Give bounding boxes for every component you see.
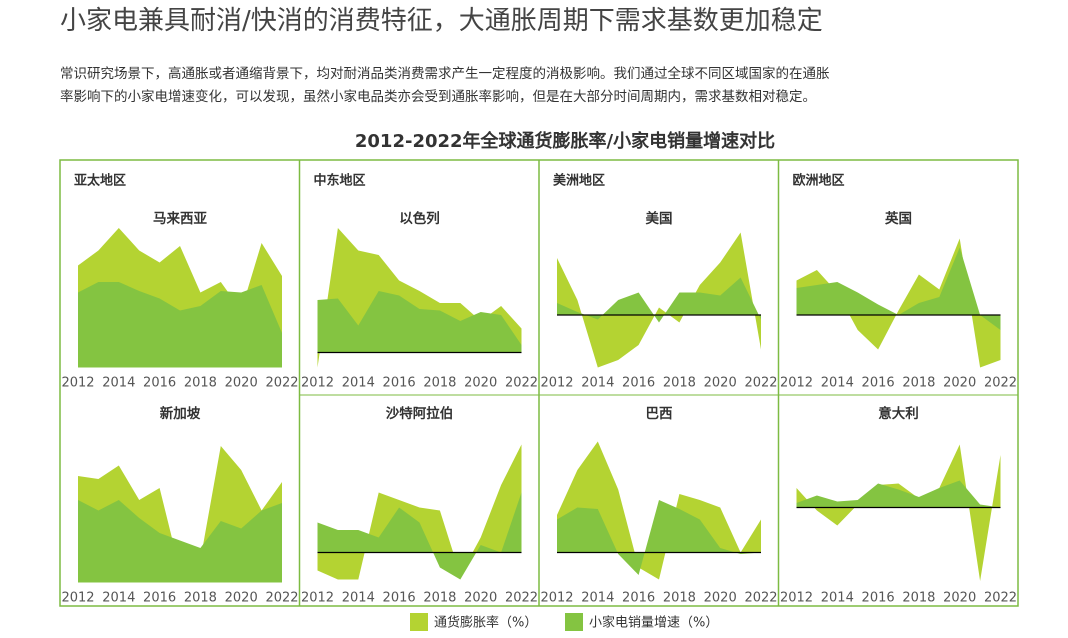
x-tick-label: 2016 bbox=[862, 591, 895, 606]
x-tick-label: 2014 bbox=[102, 591, 135, 606]
legend-swatch bbox=[565, 613, 583, 631]
x-tick-label: 2012 bbox=[780, 376, 813, 391]
x-tick-label: 2012 bbox=[61, 591, 94, 606]
x-tick-label: 2014 bbox=[102, 376, 135, 391]
x-tick-label: 2022 bbox=[744, 376, 777, 391]
area bbox=[557, 500, 761, 575]
x-tick-label: 2014 bbox=[821, 591, 854, 606]
x-tick-label: 2012 bbox=[301, 376, 334, 391]
x-tick-label: 2022 bbox=[505, 591, 538, 606]
x-tick-label: 2020 bbox=[225, 376, 258, 391]
x-tick-label: 2018 bbox=[184, 376, 217, 391]
x-tick-label: 2014 bbox=[342, 376, 375, 391]
x-tick-label: 2016 bbox=[383, 376, 416, 391]
x-tick-label: 2016 bbox=[862, 376, 895, 391]
region-label: 中东地区 bbox=[314, 173, 366, 189]
chart-subtitle: 沙特阿拉伯 bbox=[386, 405, 454, 422]
x-tick-label: 2014 bbox=[342, 591, 375, 606]
x-tick-label: 2020 bbox=[943, 376, 976, 391]
area bbox=[796, 238, 1001, 368]
area bbox=[317, 291, 522, 353]
area bbox=[557, 277, 761, 323]
x-tick-label: 2022 bbox=[744, 591, 777, 606]
x-tick-label: 2020 bbox=[704, 376, 737, 391]
area bbox=[796, 480, 1001, 508]
area bbox=[78, 500, 282, 583]
x-tick-label: 2022 bbox=[505, 376, 538, 391]
legend-swatch bbox=[410, 613, 428, 631]
paragraph-line: 率影响下的小家电增速变化，可以发现，虽然小家电品类亦会受到通胀率影响，但是在大部… bbox=[60, 89, 816, 105]
chart-subtitle: 新加坡 bbox=[160, 405, 201, 422]
chart-subtitle: 英国 bbox=[884, 210, 912, 227]
chart-subtitle: 巴西 bbox=[646, 406, 673, 422]
x-tick-label: 2020 bbox=[464, 376, 497, 391]
region-label: 亚太地区 bbox=[74, 173, 126, 189]
area bbox=[78, 282, 282, 368]
x-tick-label: 2018 bbox=[423, 376, 456, 391]
x-tick-label: 2016 bbox=[622, 376, 655, 391]
x-tick-label: 2022 bbox=[265, 591, 298, 606]
region-label: 美洲地区 bbox=[553, 173, 605, 189]
chart-title: 2012-2022年全球通货膨胀率/小家电销量增速对比 bbox=[355, 130, 775, 152]
x-tick-label: 2020 bbox=[464, 591, 497, 606]
chart-subtitle: 以色列 bbox=[399, 210, 440, 227]
x-tick-label: 2016 bbox=[622, 591, 655, 606]
x-tick-label: 2016 bbox=[143, 376, 176, 391]
x-tick-label: 2020 bbox=[704, 591, 737, 606]
x-tick-label: 2018 bbox=[663, 376, 696, 391]
page-title: 小家电兼具耐消/快消的消费特征，大通胀周期下需求基数更加稳定 bbox=[60, 6, 823, 36]
area bbox=[796, 247, 1001, 330]
chart-subtitle: 马来西亚 bbox=[153, 211, 207, 227]
x-tick-label: 2014 bbox=[581, 376, 614, 391]
x-tick-label: 2012 bbox=[540, 376, 573, 391]
x-tick-label: 2020 bbox=[943, 591, 976, 606]
x-tick-label: 2022 bbox=[984, 591, 1017, 606]
x-tick-label: 2014 bbox=[581, 591, 614, 606]
x-tick-label: 2014 bbox=[821, 376, 854, 391]
x-tick-label: 2016 bbox=[143, 591, 176, 606]
x-tick-label: 2018 bbox=[902, 376, 935, 391]
x-tick-label: 2016 bbox=[383, 591, 416, 606]
x-tick-label: 2012 bbox=[61, 376, 94, 391]
legend-label: 小家电销量增速（%） bbox=[589, 615, 718, 631]
x-tick-label: 2012 bbox=[301, 591, 334, 606]
x-tick-label: 2022 bbox=[984, 376, 1017, 391]
legend-label: 通货膨胀率（%） bbox=[434, 615, 537, 631]
chart-subtitle: 意大利 bbox=[878, 405, 919, 422]
area bbox=[317, 444, 522, 580]
x-tick-label: 2018 bbox=[184, 591, 217, 606]
paragraph-line: 常识研究场景下，高通胀或者通缩背景下，均对耐消品类消费需求产生一定程度的消极影响… bbox=[60, 66, 830, 82]
x-tick-label: 2018 bbox=[902, 591, 935, 606]
chart-subtitle: 美国 bbox=[646, 210, 673, 227]
x-tick-label: 2018 bbox=[423, 591, 456, 606]
area bbox=[557, 232, 761, 368]
area bbox=[796, 444, 1001, 581]
x-tick-label: 2022 bbox=[265, 376, 298, 391]
x-tick-label: 2018 bbox=[663, 591, 696, 606]
region-label: 欧洲地区 bbox=[793, 173, 845, 189]
x-tick-label: 2012 bbox=[780, 591, 813, 606]
area bbox=[317, 492, 522, 580]
x-tick-label: 2012 bbox=[540, 591, 573, 606]
x-tick-label: 2020 bbox=[225, 591, 258, 606]
